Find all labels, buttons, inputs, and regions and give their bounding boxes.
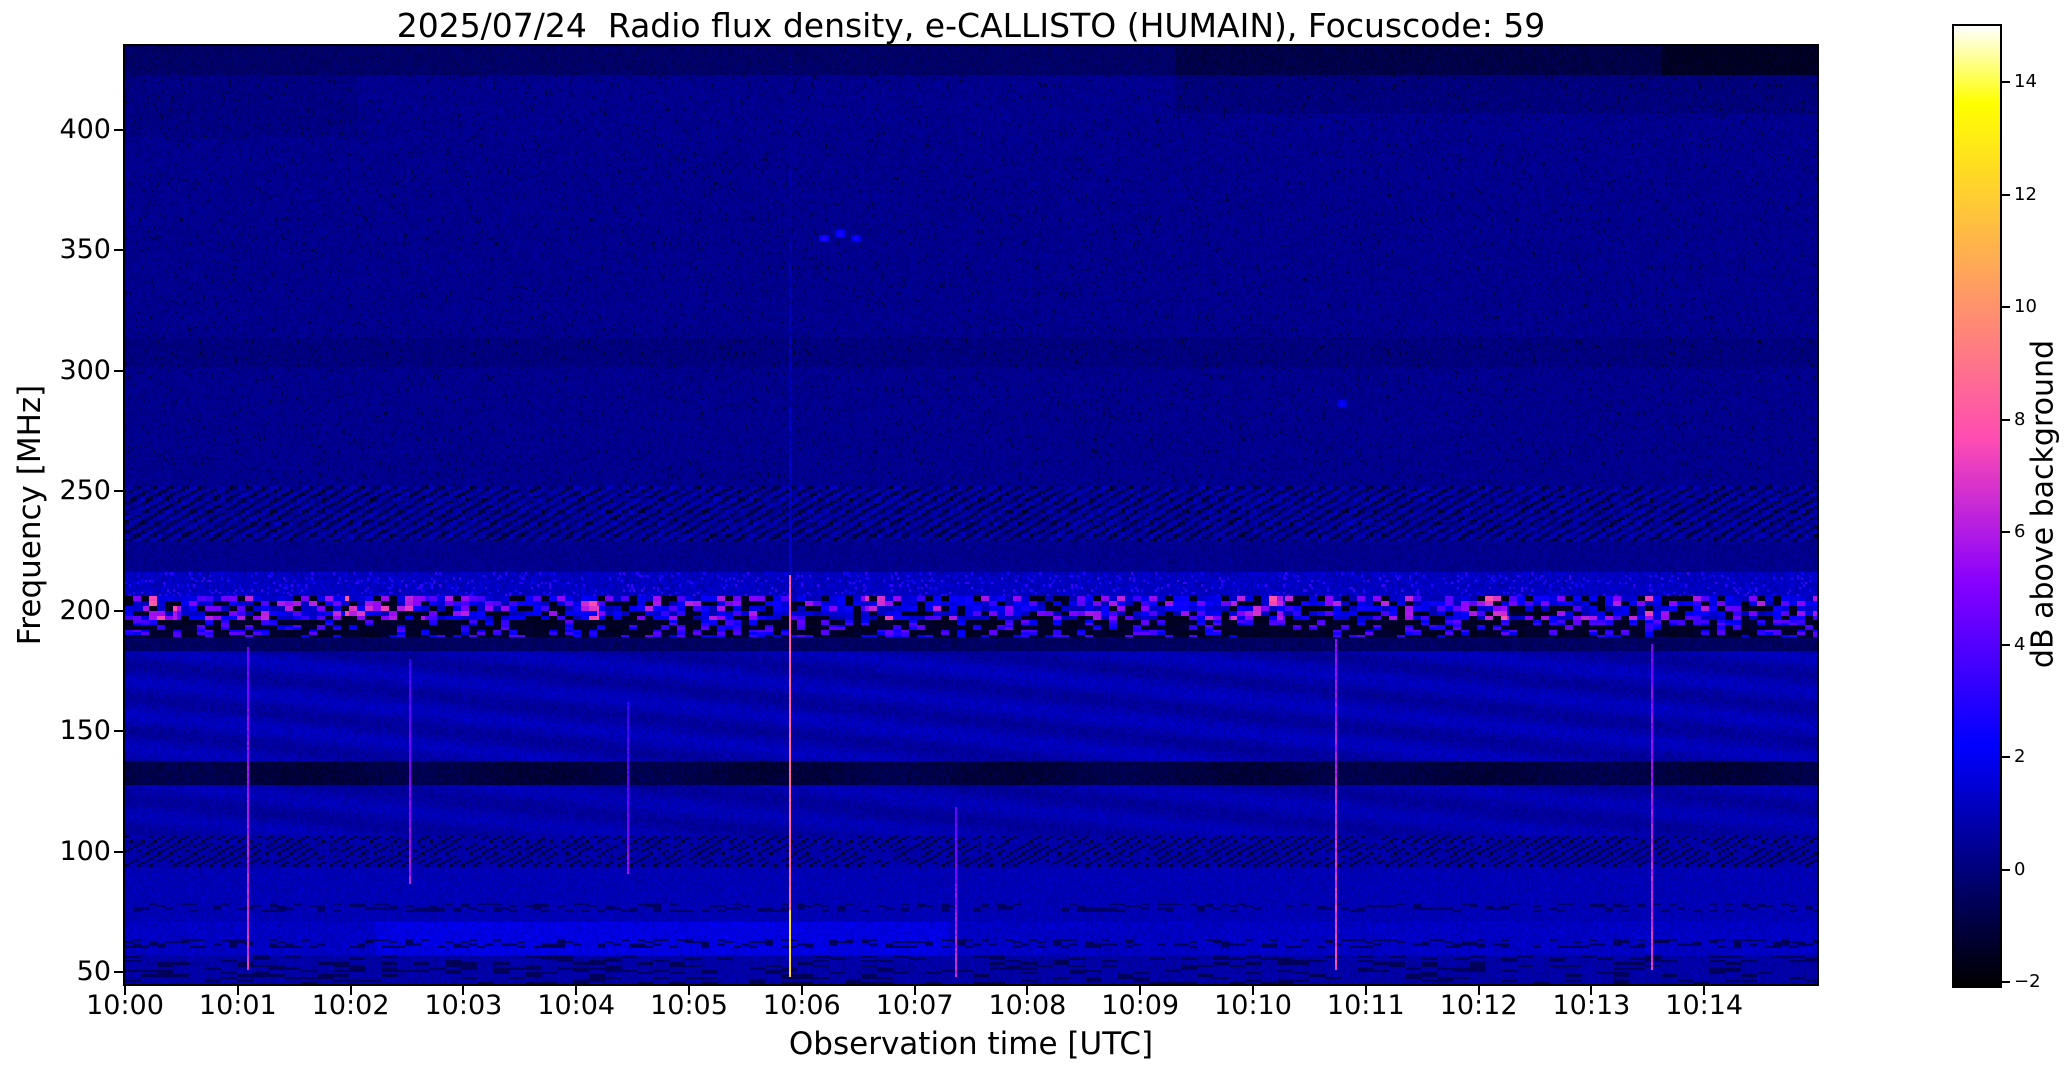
y-tick-label: 400 [59, 114, 111, 146]
colorbar-tick-mark [2002, 868, 2010, 871]
y-tick-mark [114, 249, 123, 252]
colorbar-tick-label: −2 [2014, 971, 2041, 992]
x-tick-mark [462, 986, 465, 995]
x-tick-label: 10:09 [1101, 990, 1180, 1021]
x-tick-mark [236, 986, 239, 995]
colorbar-tick-label: 2 [2014, 746, 2026, 768]
colorbar [1952, 24, 2002, 988]
x-tick-label: 10:03 [424, 990, 503, 1021]
y-tick-mark [114, 129, 123, 132]
x-tick-label: 10:06 [762, 990, 841, 1021]
colorbar-tick-mark [2002, 531, 2010, 534]
x-tick-mark [1252, 986, 1254, 995]
x-tick-mark [1590, 986, 1593, 995]
x-tick-label: 10:07 [875, 990, 954, 1021]
x-tick-label: 10:00 [86, 990, 164, 1021]
colorbar-tick-label: 12 [2014, 183, 2037, 205]
y-tick-mark [114, 610, 123, 613]
y-tick-mark [114, 730, 123, 733]
x-tick-label: 10:12 [1439, 990, 1518, 1021]
y-tick-mark [114, 489, 123, 492]
x-tick-mark [1026, 986, 1029, 995]
spectrogram-canvas [125, 46, 1817, 984]
x-tick-mark [913, 986, 916, 995]
y-tick-label: 50 [76, 955, 111, 987]
x-tick-mark [688, 986, 690, 995]
y-tick-label: 350 [59, 234, 111, 266]
x-tick-label: 10:08 [988, 990, 1067, 1021]
plot-area [123, 44, 1819, 986]
x-tick-mark [1139, 986, 1142, 995]
x-tick-label: 10:11 [1326, 990, 1405, 1021]
x-tick-mark [1477, 986, 1480, 995]
chart-title: 2025/07/24 Radio flux density, e-CALLIST… [396, 6, 1546, 45]
x-tick-mark [1364, 986, 1367, 995]
x-tick-mark [349, 986, 352, 995]
y-tick-label: 150 [59, 715, 111, 747]
x-tick-label: 10:01 [198, 990, 277, 1021]
x-tick-mark [800, 986, 803, 995]
colorbar-tick-label: 14 [2014, 71, 2037, 93]
colorbar-tick-mark [2002, 756, 2010, 759]
x-tick-label: 10:04 [537, 990, 616, 1021]
colorbar-tick-mark [2002, 193, 2010, 196]
colorbar-tick-label: 10 [2014, 296, 2037, 318]
colorbar-tick-mark [2002, 306, 2010, 309]
x-tick-label: 10:02 [311, 990, 390, 1021]
x-tick-label: 10:14 [1665, 990, 1744, 1021]
colorbar-tick-label: 6 [2014, 521, 2026, 543]
colorbar-tick-label: 8 [2014, 408, 2026, 430]
colorbar-tick-mark [2002, 81, 2010, 84]
x-tick-mark [124, 986, 126, 995]
colorbar-tick-mark [2002, 418, 2010, 421]
colorbar-tick-mark [2002, 643, 2010, 646]
colorbar-gradient [1954, 26, 2000, 986]
x-tick-mark [1703, 986, 1706, 995]
colorbar-label: dB above background [2025, 339, 2061, 669]
colorbar-tick-label: 4 [2014, 633, 2026, 655]
x-tick-label: 10:05 [650, 990, 728, 1021]
y-tick-label: 200 [59, 595, 111, 627]
y-tick-label: 100 [59, 835, 111, 867]
x-tick-label: 10:10 [1214, 990, 1292, 1021]
colorbar-tick-mark [2002, 981, 2010, 983]
y-tick-label: 250 [59, 474, 111, 506]
x-tick-mark [575, 986, 578, 995]
colorbar-tick-label: 0 [2014, 858, 2026, 880]
x-axis-label: Observation time [UTC] [788, 1026, 1154, 1062]
y-tick-mark [114, 970, 123, 973]
y-tick-mark [114, 369, 123, 372]
y-tick-label: 300 [59, 354, 111, 386]
y-tick-mark [114, 850, 123, 853]
x-tick-label: 10:13 [1552, 990, 1631, 1021]
